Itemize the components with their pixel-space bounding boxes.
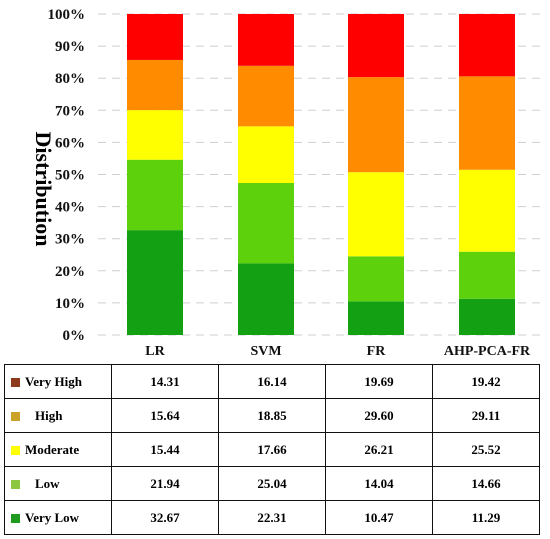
legend-cell: Moderate [4, 432, 112, 467]
y-tick-label: 40% [55, 200, 85, 216]
x-category-label: FR [367, 344, 387, 359]
bar-segment-low [348, 256, 404, 302]
table-cell: 14.66 [432, 466, 540, 501]
legend-swatch [11, 377, 20, 387]
table-row: High 15.64 18.85 29.60 29.11 [4, 398, 540, 433]
table-cell: 18.85 [218, 398, 326, 433]
bar-segment-very-low [238, 263, 294, 335]
legend-swatch [11, 445, 20, 455]
bar-segment-moderate [238, 126, 294, 184]
table-cell: 21.94 [111, 466, 219, 501]
x-category-label: AHP-PCA-FR [444, 344, 531, 359]
bar-segment-very-high [238, 14, 294, 66]
table-cell: 26.21 [325, 432, 433, 467]
table-row: Low 21.94 25.04 14.04 14.66 [4, 466, 540, 501]
legend-cell: Low [4, 466, 112, 501]
table-cell: 19.69 [325, 364, 433, 399]
table-cell: 29.11 [432, 398, 540, 433]
table-cell: 16.14 [218, 364, 326, 399]
legend-label: High [35, 408, 63, 423]
y-tick-label: 100% [48, 7, 86, 23]
bar-segment-moderate [348, 172, 404, 257]
table-cell: 25.52 [432, 432, 540, 467]
legend-label: Moderate [25, 442, 80, 457]
table-cell: 11.29 [432, 500, 540, 535]
legend-label: Very Low [25, 510, 80, 525]
bar-segment-low [459, 251, 515, 299]
y-tick-label: 30% [55, 232, 85, 248]
legend-cell: Very Low [4, 500, 112, 535]
bar-segment-high [238, 65, 294, 127]
table-cell: 25.04 [218, 466, 326, 501]
y-tick-label: 70% [55, 103, 85, 119]
table-cell: 14.04 [325, 466, 433, 501]
bar-segment-very-low [348, 301, 404, 335]
bar-segment-low [238, 183, 294, 264]
bar-segment-very-low [127, 230, 183, 335]
table-cell: 15.64 [111, 398, 219, 433]
x-category-label: LR [145, 344, 165, 359]
stacked-bar-chart: Distribution 0% 10% 20% 30% 40% 50% 60% 70% 80% 9… [31, 7, 545, 359]
data-table: Very High 14.31 16.14 19.69 19.42 High 15.64 18… [4, 364, 540, 535]
x-category-label: SVM [250, 344, 281, 359]
table-cell: 15.44 [111, 432, 219, 467]
bar-segment-high [459, 76, 515, 170]
table-row: Moderate 15.44 17.66 26.21 25.52 [4, 432, 540, 467]
y-tick-label: 20% [55, 264, 85, 280]
bar-segment-very-high [459, 14, 515, 77]
bar-segment-very-high [127, 14, 183, 60]
bar-segment-high [348, 77, 404, 173]
y-tick-label: 0% [63, 328, 86, 344]
table-cell: 19.42 [432, 364, 540, 399]
bars-group [127, 13, 515, 335]
table-cell: 22.31 [218, 500, 326, 535]
bar-segment-high [127, 59, 183, 111]
y-tick-labels: 0% 10% 20% 30% 40% 50% 60% 70% 80% 90% 100% [48, 7, 86, 344]
table-cell: 14.31 [111, 364, 219, 399]
legend-cell: High [4, 398, 112, 433]
y-tick-label: 80% [55, 71, 85, 87]
y-axis-label: Distribution [31, 132, 56, 247]
bar-segment-low [127, 159, 183, 231]
table-row: Very High 14.31 16.14 19.69 19.42 [4, 364, 540, 399]
x-category-labels: LR SVM FR AHP-PCA-FR [145, 344, 531, 359]
table-row: Very Low 32.67 22.31 10.47 11.29 [4, 500, 540, 535]
table-cell: 10.47 [325, 500, 433, 535]
y-tick-label: 10% [55, 296, 85, 312]
bar-segment-moderate [127, 110, 183, 160]
table-cell: 29.60 [325, 398, 433, 433]
bar-segment-moderate [459, 169, 515, 252]
bar-segment-very-low [459, 298, 515, 335]
y-tick-label: 50% [55, 168, 85, 184]
y-tick-label: 90% [55, 39, 85, 55]
legend-cell: Very High [4, 364, 112, 399]
table-cell: 32.67 [111, 500, 219, 535]
legend-label: Low [35, 476, 60, 491]
table-cell: 17.66 [218, 432, 326, 467]
legend-label: Very High [25, 374, 82, 389]
bar-segment-very-high [348, 13, 404, 78]
legend-swatch [11, 479, 20, 489]
legend-swatch [11, 513, 20, 523]
y-tick-label: 60% [55, 135, 85, 151]
legend-swatch [11, 411, 20, 421]
